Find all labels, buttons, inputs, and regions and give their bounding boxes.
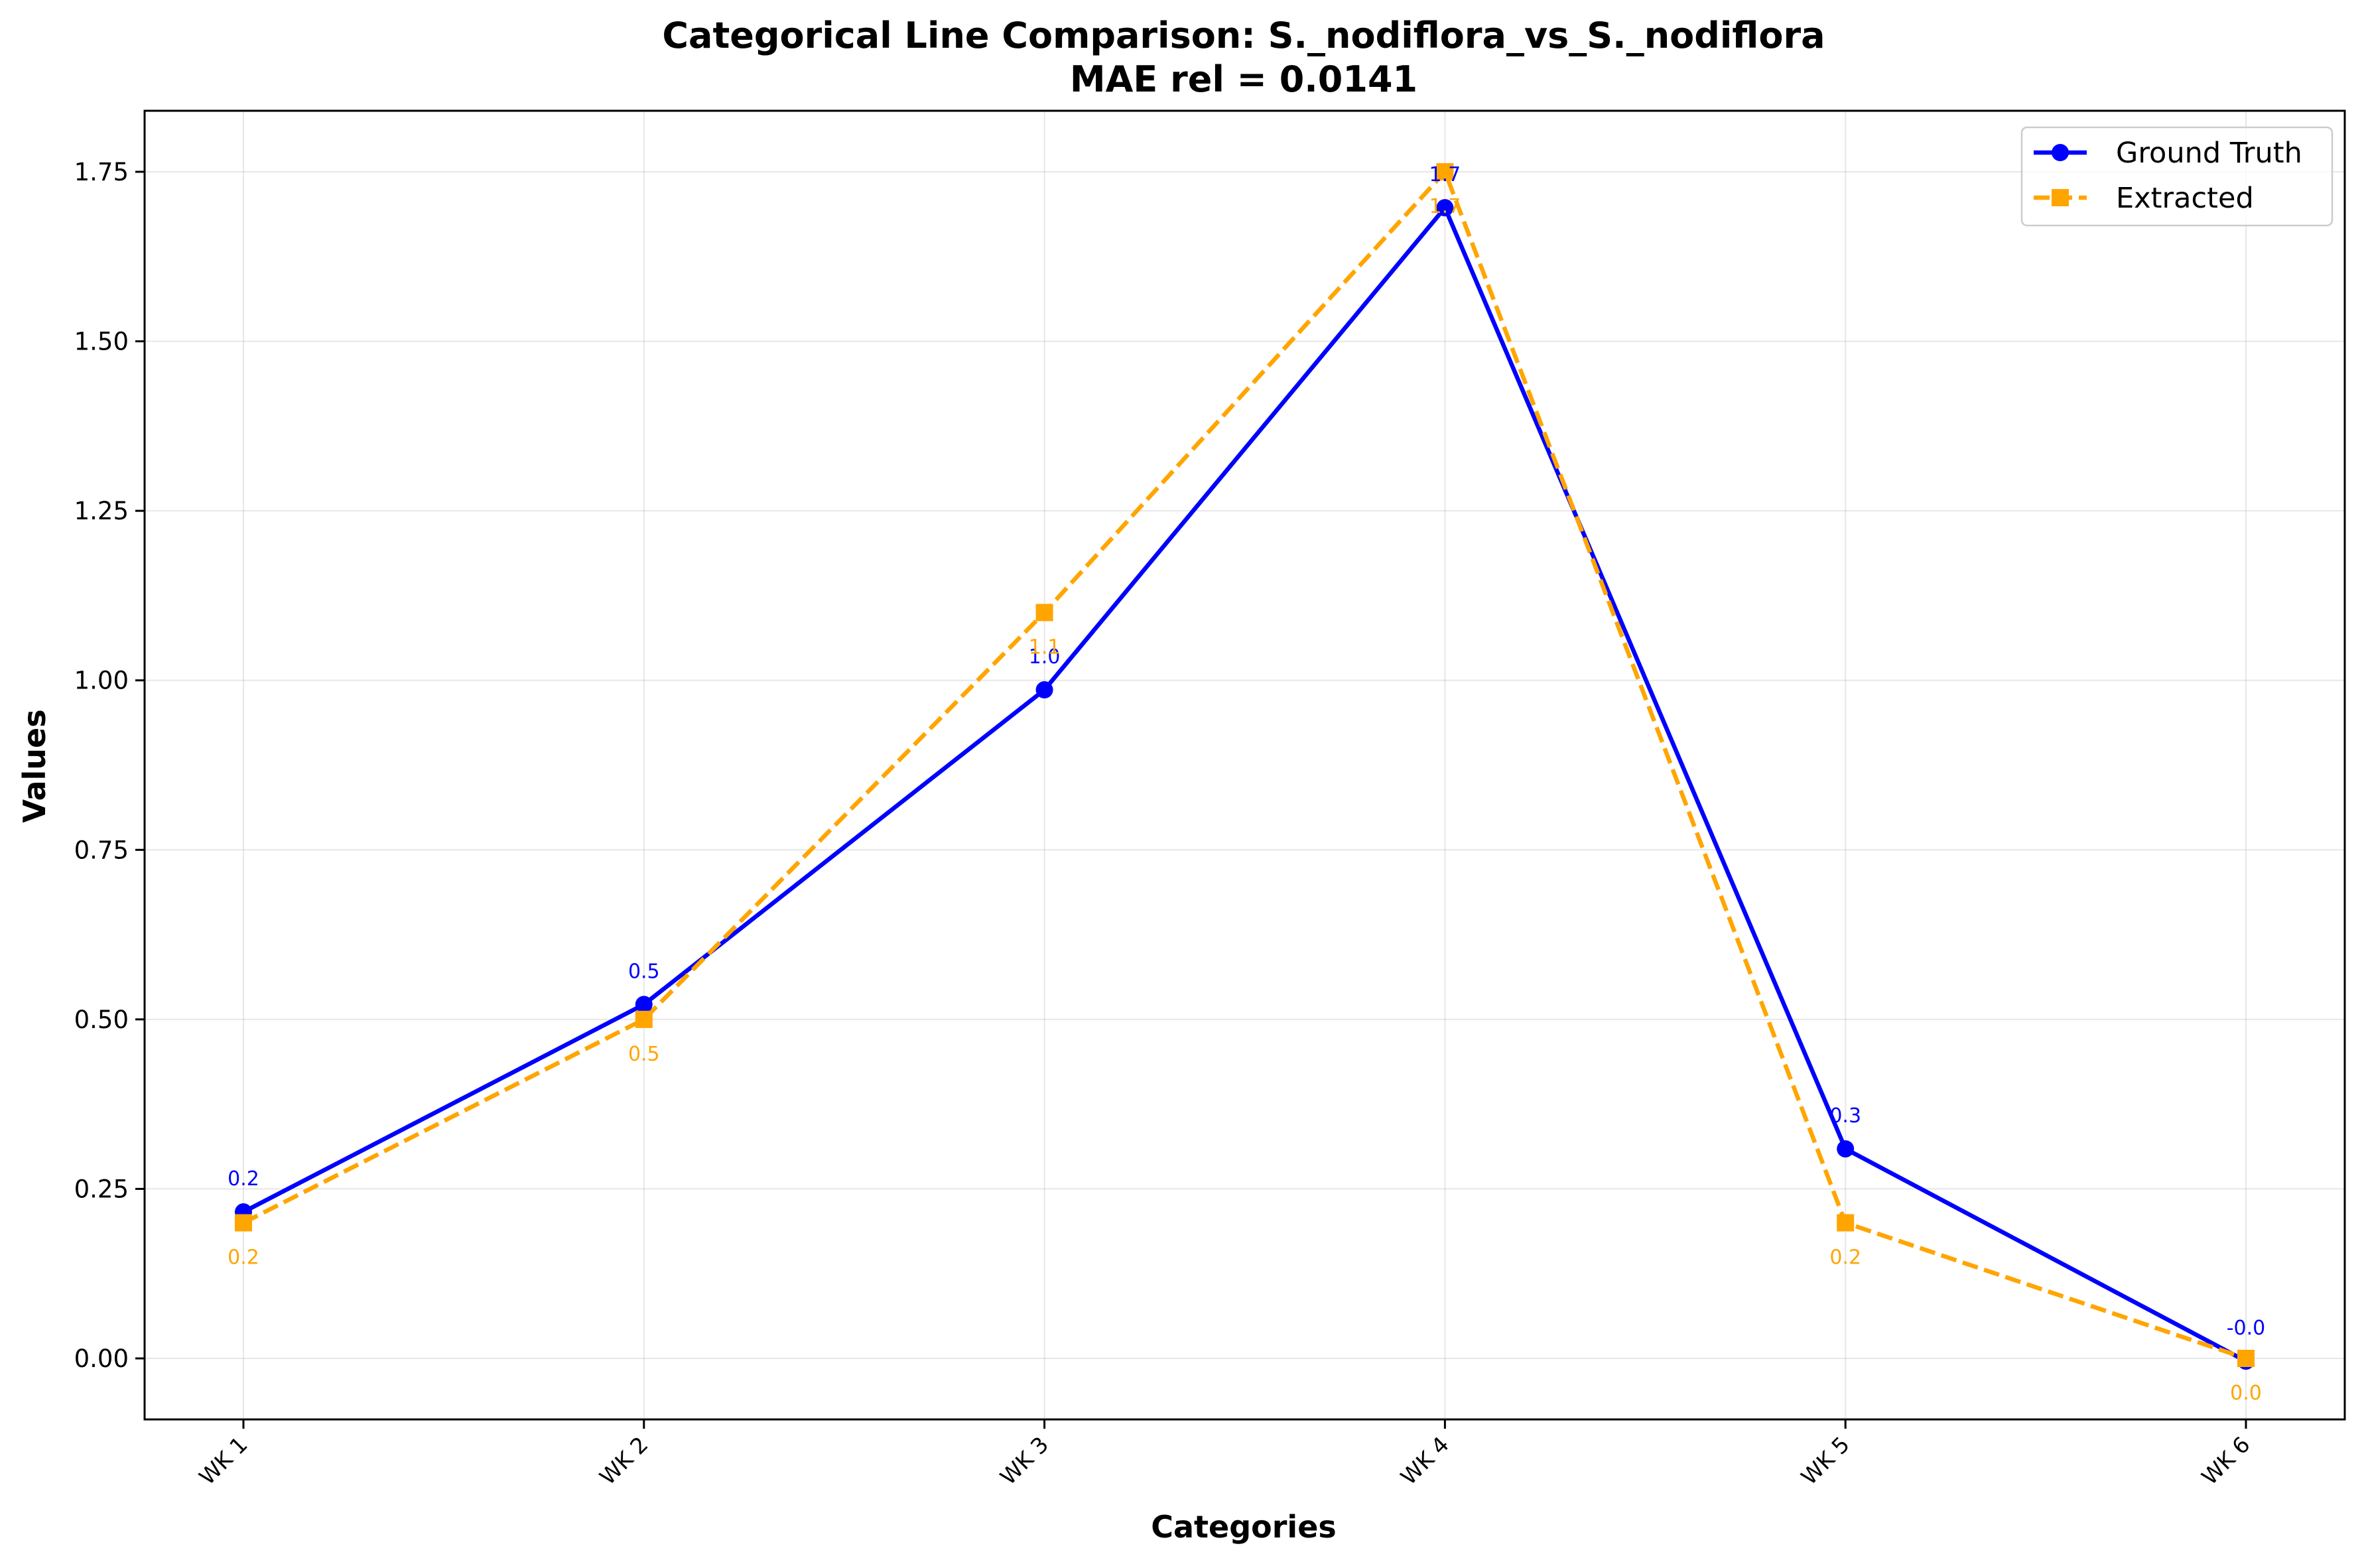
legend: Ground Truth Extracted	[2020, 126, 2333, 227]
data-point	[635, 996, 653, 1013]
data-label: 1.7	[1429, 195, 1461, 218]
y-tick-label: 0.75	[74, 836, 129, 864]
data-point	[1035, 604, 1053, 621]
data-label: 0.2	[1829, 1246, 1861, 1270]
series-markers	[235, 163, 2255, 1370]
legend-marker	[2052, 144, 2069, 161]
data-label: 1.1	[1029, 635, 1061, 659]
y-tick-label: 1.00	[74, 667, 129, 695]
data-label: -0.0	[2227, 1317, 2266, 1340]
y-tick-label: 1.25	[74, 497, 129, 525]
series-line-0	[242, 205, 2247, 1363]
data-label: 0.2	[228, 1246, 259, 1270]
data-label: 1.0	[1029, 645, 1061, 669]
y-tick-label: 0.50	[74, 1006, 129, 1034]
data-label: 0.0	[2230, 1382, 2262, 1405]
data-point	[1436, 199, 1454, 217]
data-point	[1837, 1140, 1855, 1158]
legend-label: Extracted	[2116, 182, 2254, 215]
y-tick-label: 1.50	[74, 328, 129, 356]
plot-area-frame	[143, 109, 2346, 1421]
data-label: 0.5	[628, 1043, 660, 1066]
legend-frame	[2020, 126, 2333, 227]
data-label: 0.3	[1829, 1104, 1861, 1128]
data-point	[1035, 681, 1053, 699]
grid-lines	[145, 111, 2345, 1419]
y-axis-label: Values	[17, 709, 52, 822]
series-line-1	[242, 169, 2247, 1361]
data-label: 0.2	[228, 1167, 259, 1191]
y-tick-label: 0.00	[74, 1344, 129, 1373]
chart-subtitle: MAE rel = 0.0141	[1070, 58, 1417, 100]
data-point	[235, 1214, 252, 1232]
y-tick-label: 1.75	[74, 158, 129, 186]
y-axis-ticks: 0.00 0.25 0.50 0.75 1.00 1.25 1.50 1.75	[74, 158, 145, 1373]
data-point	[1436, 163, 1454, 181]
data-label: 1.7	[1429, 163, 1461, 186]
legend-marker	[2052, 189, 2069, 206]
x-axis-label: Categories	[1151, 1509, 1337, 1545]
legend-label: Ground Truth	[2116, 137, 2302, 170]
data-point	[1837, 1214, 1855, 1232]
data-point	[635, 1010, 653, 1028]
chart-title: Categorical Line Comparison: S._nodiflor…	[662, 15, 1825, 56]
data-point	[2237, 1349, 2255, 1367]
series-lines	[242, 169, 2247, 1363]
data-label: 0.5	[628, 960, 660, 983]
y-tick-label: 0.25	[74, 1175, 129, 1203]
data-labels: 0.2 0.5 1.0 1.7 0.3 -0.0 0.2 0.5 1.1 1.7 0.2 0.0	[228, 163, 2265, 1405]
